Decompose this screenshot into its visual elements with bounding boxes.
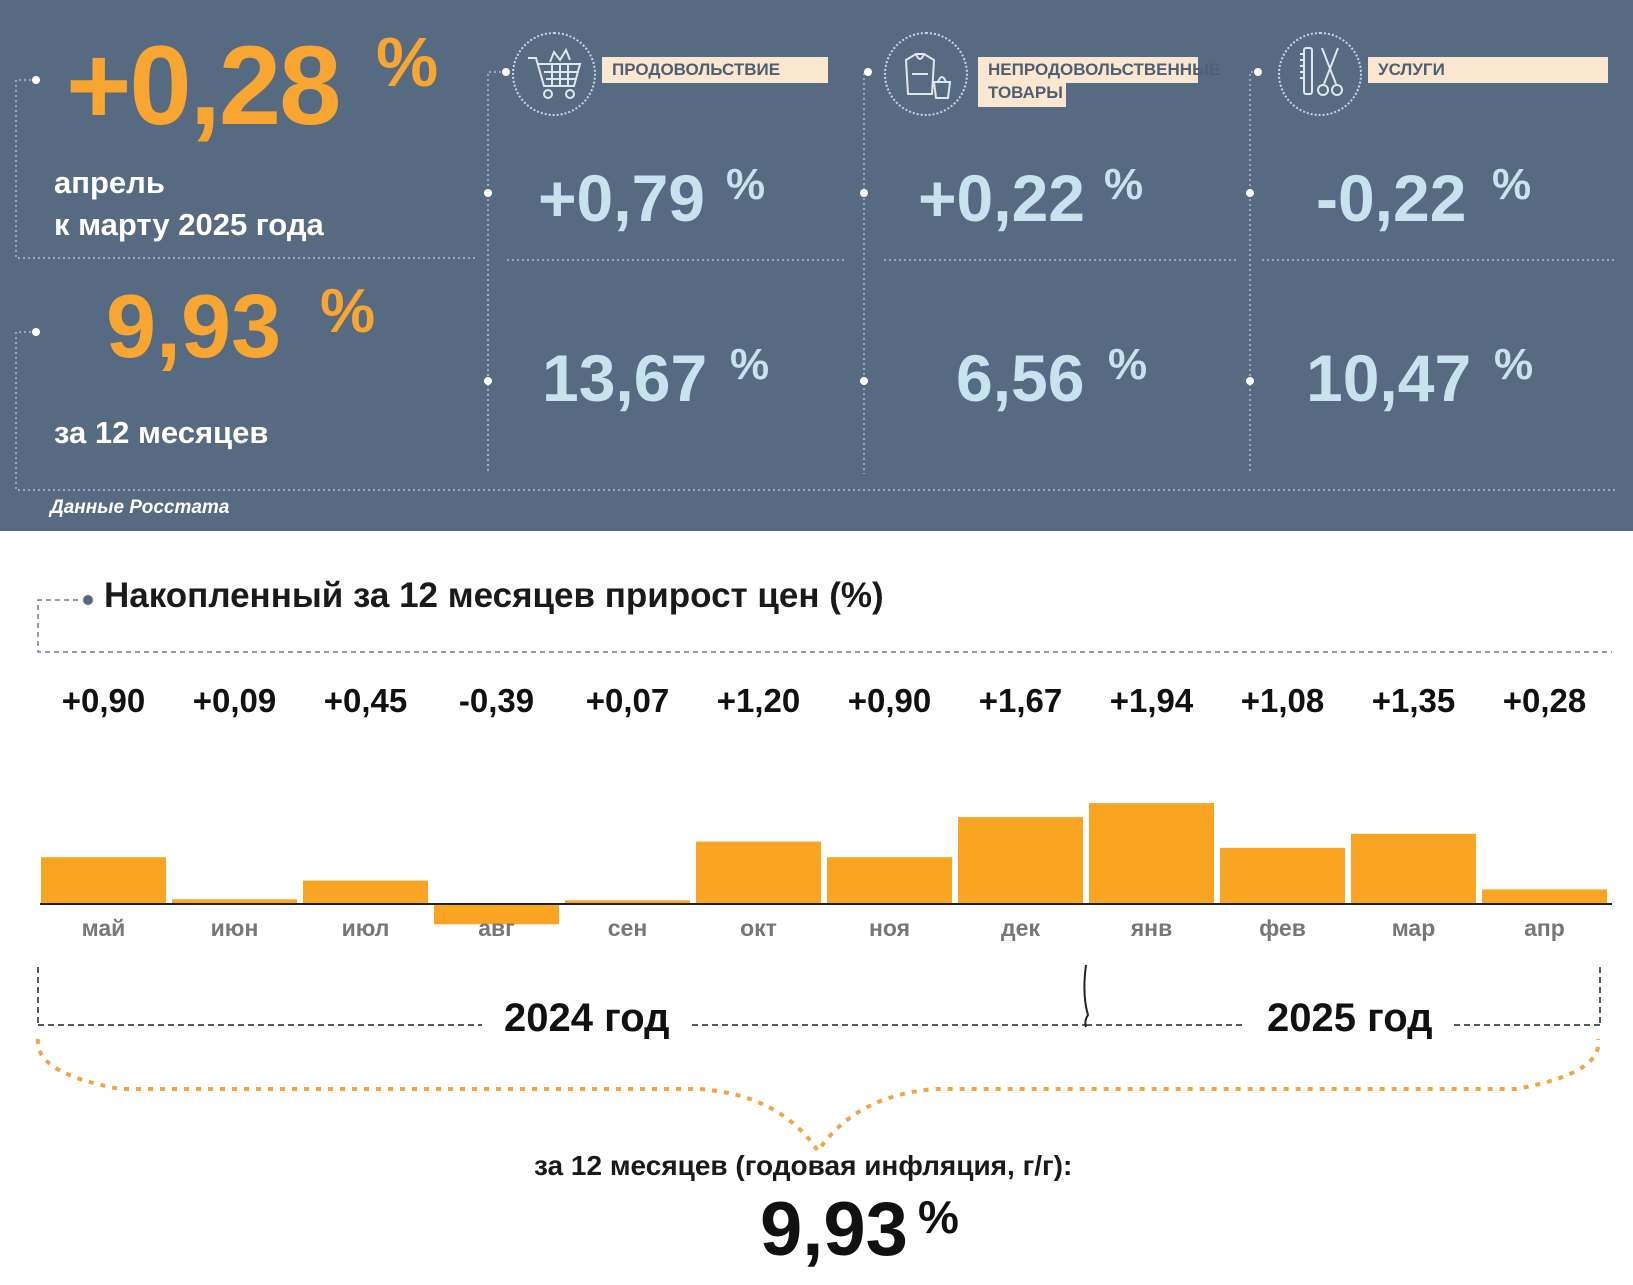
food-divider [487,71,506,474]
tick-label-июл: июл [342,915,390,941]
bullet-dot [484,189,492,197]
summary-panel: +0,28 % апрель к марту 2025 года 9,93 % … [0,0,1633,531]
nonfood-label-line2: ТОВАРЫ [978,80,1066,107]
value-label-янв: +1,94 [1110,682,1194,719]
panel-dividers [15,71,1615,491]
source-note: Данные Росстата [50,497,230,518]
bar-мар [1351,833,1476,904]
comb-scissors-icon [1278,32,1362,116]
bar-окт [696,841,821,904]
bullet-dot [484,377,492,385]
month-label-line2: к марту 2025 года [54,207,324,242]
bar-авг [434,904,559,925]
tick-label-апр: апр [1524,915,1565,941]
services-month-value: -0,22 [1316,161,1467,235]
bullet-dot [1246,189,1254,197]
category-label-services: УСЛУГИ [1368,57,1608,83]
bar-май [41,857,166,904]
category-label-food: ПРОДОВОЛЬСТВИЕ [602,57,828,83]
tick-label-июн: июн [211,915,259,941]
bar-ноя [827,857,952,904]
chart-title-frame [37,595,1612,653]
year-brackets [35,964,1601,1155]
nonfood-divider [863,71,868,474]
monthly-bar-chart: +0,90 май +0,09 июн +0,45 июл -0,39 авг +0,07 сен… [40,682,1612,941]
tick-label-май: май [82,915,126,941]
year-change-unit: % [320,277,376,346]
year-box-line [15,331,1615,491]
tick-label-сен: сен [608,915,647,941]
category-label-nonfood: НЕПРОДОВОЛЬСТВЕННЫЕ [978,57,1221,83]
food-month-value: +0,79 [538,161,705,235]
bullet-dot [32,328,40,336]
bar-апр [1482,889,1607,904]
bar-янв [1089,803,1214,904]
bar-июл [303,880,428,904]
month-change-unit: % [376,23,439,101]
tick-label-ноя: ноя [869,915,910,941]
clothes-bag-icon [884,32,968,116]
tick-label-дек: дек [1001,915,1040,941]
value-label-июл: +0,45 [324,682,408,719]
month-change-value: +0,28 [66,23,341,148]
bar-июн [172,899,297,904]
food-month-unit: % [726,160,766,209]
month-label-line1: апрель [54,165,165,200]
tick-label-фев: фев [1259,915,1306,941]
nonfood-year-unit: % [1108,340,1148,389]
bullet-dot [860,189,868,197]
nonfood-year-value: 6,56 [956,341,1085,415]
value-label-окт: +1,20 [717,682,801,719]
bullet-dot [860,377,868,385]
services-year-unit: % [1494,340,1534,389]
tick-label-мар: мар [1392,915,1436,941]
bar-дек [958,817,1083,904]
annual-inflation-unit: % [918,1191,959,1243]
value-label-май: +0,90 [62,682,146,719]
bullet-dot [32,76,40,84]
bullet-dot [1246,377,1254,385]
nonfood-label-line1: НЕПРОДОВОЛЬСТВЕННЫЕ [988,60,1221,79]
month-change-label: апрель к марту 2025 года [54,162,324,246]
year-group-2024: 2024 год [504,996,670,1040]
food-year-unit: % [730,340,770,389]
year-change-label: за 12 месяцев [54,415,269,450]
year-group-2025: 2025 год [1267,996,1433,1040]
bullet-dot [502,68,510,76]
bar-фев [1220,847,1345,904]
services-month-unit: % [1492,160,1532,209]
value-label-авг: -0,39 [459,682,534,719]
food-year-value: 13,67 [542,341,708,415]
bullet-dot [1254,68,1262,76]
nonfood-month-unit: % [1104,160,1144,209]
value-label-сен: +0,07 [586,682,670,719]
value-label-фев: +1,08 [1241,682,1325,719]
services-divider [1249,71,1258,474]
nonfood-month-value: +0,22 [918,161,1085,235]
tick-label-авг: авг [478,915,515,941]
tick-label-янв: янв [1130,915,1172,941]
value-label-июн: +0,09 [193,682,277,719]
value-label-мар: +1,35 [1372,682,1456,719]
year-change-value: 9,93 [106,277,282,377]
value-label-дек: +1,67 [979,682,1063,719]
value-label-апр: +0,28 [1503,682,1587,719]
tick-label-окт: окт [740,915,777,941]
shopping-cart-icon [512,32,596,116]
month-box-line [15,79,476,259]
total-brace [35,1038,1601,1155]
annual-inflation-value: 9,93 [760,1187,908,1272]
value-label-ноя: +0,90 [848,682,932,719]
bar-сен [565,900,690,904]
bullet-dot [864,68,872,76]
services-year-value: 10,47 [1306,341,1472,415]
chart-title: Накопленный за 12 месяцев прирост цен (%… [104,576,884,615]
annual-inflation-label: за 12 месяцев (годовая инфляция, г/г): [534,1150,1073,1181]
